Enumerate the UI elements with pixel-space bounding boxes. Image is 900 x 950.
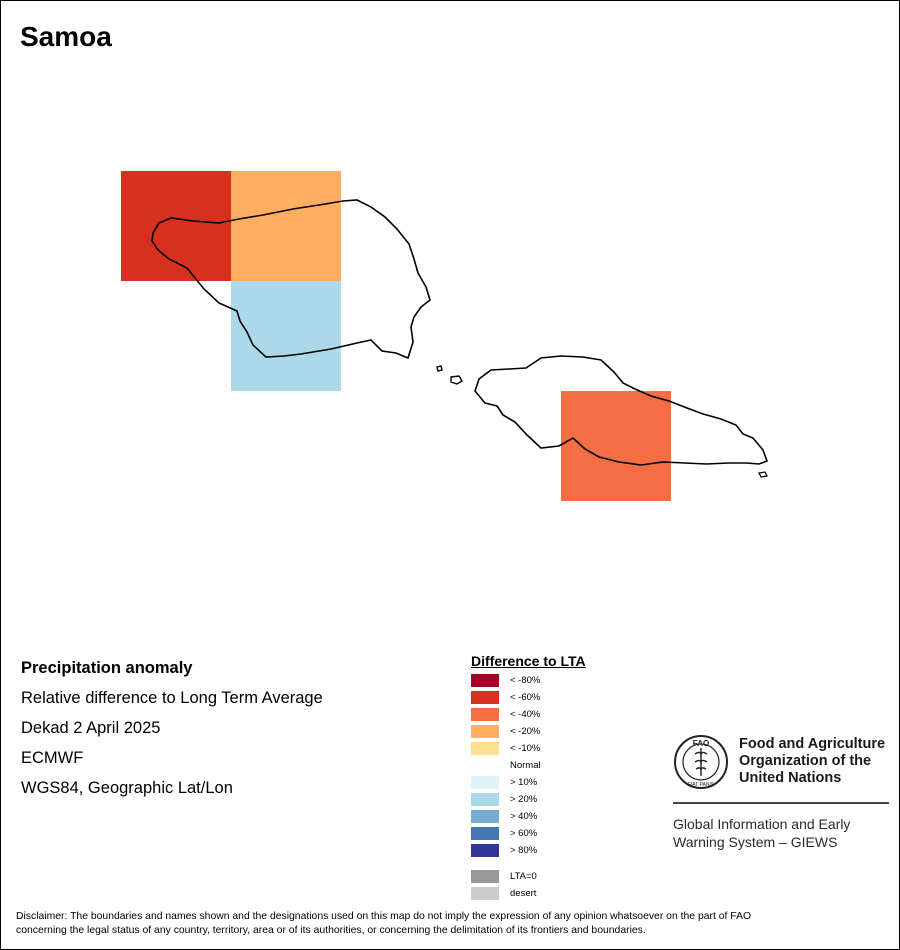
- legend-swatch: [471, 844, 499, 857]
- legend-item: < -20%: [471, 725, 540, 739]
- map-title: Samoa: [20, 21, 112, 52]
- info-line-2: Dekad 2 April 2025: [21, 719, 161, 737]
- legend-item: < -80%: [471, 674, 540, 688]
- savaii-island-outline: [151, 199, 431, 360]
- legend: Difference to LTA < -80% < -60% < -40% < -2…: [471, 653, 586, 900]
- legend-label: > 80%: [510, 845, 538, 856]
- legend-label: LTA=0: [510, 871, 537, 882]
- info-line-4: WGS84, Geographic Lat/Lon: [21, 779, 233, 797]
- fao-name: Food and Agriculture Organization of the…: [739, 736, 885, 787]
- fao-logo-icon: FAO FIAT PANIS: [674, 735, 728, 789]
- legend-swatch: [471, 870, 499, 883]
- legend-item: > 10%: [471, 776, 537, 790]
- legend-swatch: [471, 759, 499, 772]
- legend-item: Normal: [471, 759, 541, 773]
- legend-swatch: [471, 793, 499, 806]
- islet-apolima: [450, 375, 463, 385]
- info-line-3: ECMWF: [21, 749, 84, 767]
- legend-swatch: [471, 887, 499, 900]
- legend-item: > 60%: [471, 827, 537, 841]
- legend-label: < -80%: [510, 675, 541, 686]
- disclaimer: Disclaimer: The boundaries and names sho…: [16, 910, 886, 937]
- legend-item: < -40%: [471, 708, 540, 722]
- islet-east: [758, 471, 768, 478]
- legend-swatch: [471, 708, 499, 721]
- legend-item: > 40%: [471, 810, 537, 824]
- legend-label: > 60%: [510, 828, 538, 839]
- legend-label: > 20%: [510, 794, 538, 805]
- upolu-island-outline: [474, 355, 769, 466]
- legend-label: > 40%: [510, 811, 538, 822]
- legend-label: > 10%: [510, 777, 538, 788]
- giews-label: Global Information and Early Warning Sys…: [673, 815, 850, 851]
- grid-cell: [121, 171, 231, 281]
- legend-label: < -10%: [510, 743, 541, 754]
- grid-cell: [231, 171, 341, 281]
- divider: [673, 802, 889, 804]
- legend-swatch: [471, 827, 499, 840]
- legend-label: Normal: [510, 760, 541, 771]
- legend-item: > 80%: [471, 844, 537, 858]
- grid-cell: [561, 391, 671, 501]
- grid-cell: [231, 281, 341, 391]
- giews-line-2: Warning System – GIEWS: [673, 834, 838, 850]
- islet-manono: [436, 365, 443, 372]
- fao-name-line-2: Organization of the: [739, 753, 872, 769]
- map-info: Precipitation anomaly Relative differenc…: [21, 657, 323, 807]
- fao-logo-motto: FIAT PANIS: [688, 782, 715, 788]
- legend-label: < -40%: [510, 709, 541, 720]
- legend-item: > 20%: [471, 793, 537, 807]
- legend-swatch: [471, 776, 499, 789]
- legend-swatch: [471, 674, 499, 687]
- fao-name-line-1: Food and Agriculture: [739, 736, 886, 752]
- legend-swatch: [471, 691, 499, 704]
- legend-title: Difference to LTA: [471, 653, 586, 669]
- info-line-1: Relative difference to Long Term Average: [21, 689, 323, 707]
- legend-swatch: [471, 742, 499, 755]
- legend-item: desert: [471, 887, 536, 901]
- map-canvas: [121, 171, 769, 501]
- disclaimer-line-2: concerning the legal status of any count…: [16, 924, 646, 936]
- legend-item: < -60%: [471, 691, 540, 705]
- legend-label: desert: [510, 888, 537, 899]
- legend-item: < -10%: [471, 742, 540, 756]
- fao-logo-letters: FAO: [693, 739, 709, 748]
- disclaimer-line-1: Disclaimer: The boundaries and names sho…: [16, 911, 752, 922]
- giews-line-1: Global Information and Early: [673, 816, 851, 832]
- legend-swatch: [471, 810, 499, 823]
- info-heading: Precipitation anomaly: [21, 659, 193, 677]
- legend-swatch: [471, 725, 499, 738]
- legend-item: LTA=0: [471, 870, 537, 884]
- legend-label: < -20%: [510, 726, 541, 737]
- legend-label: < -60%: [510, 692, 541, 703]
- fao-name-line-3: United Nations: [739, 770, 842, 786]
